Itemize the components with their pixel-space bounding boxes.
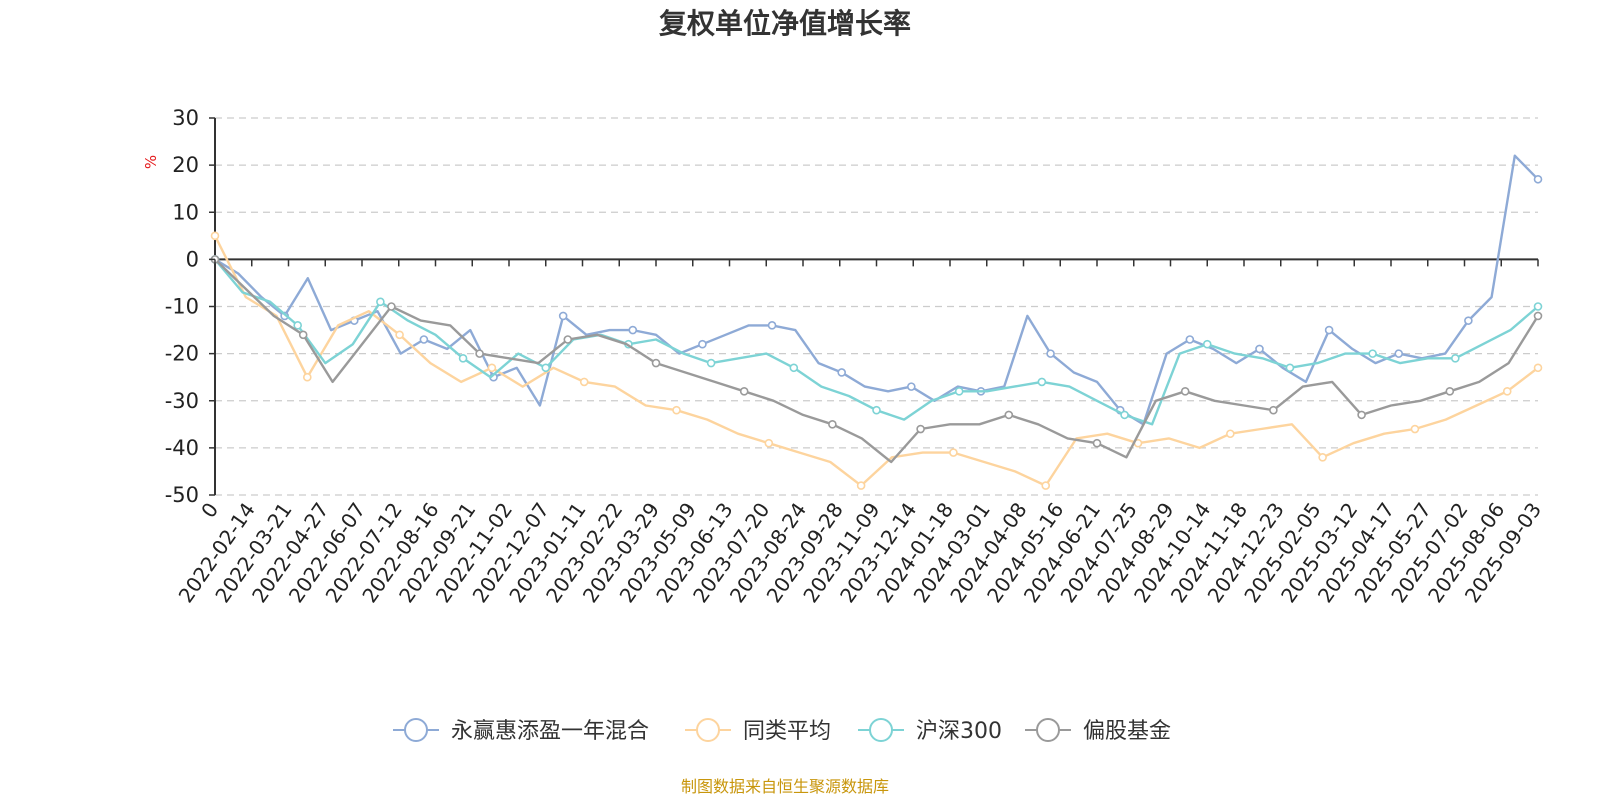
data-point <box>1410 424 1420 434</box>
legend-label: 沪深300 <box>916 719 1002 744</box>
y-tick-label: 10 <box>172 200 199 224</box>
series-line <box>214 258 1539 426</box>
legend-label: 永赢惠添盈一年混合 <box>451 719 649 744</box>
data-point <box>1185 335 1195 344</box>
data-point <box>376 297 385 307</box>
data-point <box>210 231 220 241</box>
data-point <box>954 387 964 396</box>
data-point <box>1533 302 1543 311</box>
data-point <box>1318 452 1327 462</box>
data-point <box>1046 349 1055 358</box>
data-point <box>563 335 573 344</box>
legend-marker <box>696 718 720 742</box>
gridlines <box>215 117 1538 496</box>
y-tick-label: -40 <box>165 436 199 460</box>
data-point <box>1037 377 1047 387</box>
series-lines <box>210 154 1543 490</box>
legend-label: 偏股基金 <box>1083 719 1171 744</box>
data-point <box>672 405 681 415</box>
data-point <box>1533 363 1543 373</box>
data-point <box>651 358 661 368</box>
data-point <box>767 321 777 330</box>
data-point <box>1324 325 1334 335</box>
data-point <box>1092 438 1102 448</box>
data-point <box>698 339 707 349</box>
data-point <box>1041 481 1051 490</box>
data-point <box>458 354 468 363</box>
y-tick-label: 20 <box>172 153 199 177</box>
data-point <box>541 363 551 373</box>
legend: 永赢惠添盈一年混合 同类平均 沪深300 偏股基金 <box>393 718 1171 744</box>
y-axis-ticks: 30 20 10 0 -10 -20 -30 -40 -50 <box>165 106 215 507</box>
data-point <box>1451 354 1460 363</box>
chart-title: 复权单位净值增长率 <box>659 7 911 40</box>
legend-marker <box>404 718 428 742</box>
legend-label: 同类平均 <box>743 719 831 744</box>
x-tick-label: 0 <box>196 498 223 522</box>
series-line <box>214 154 1539 426</box>
data-point <box>907 382 916 391</box>
data-point <box>739 387 749 396</box>
data-point <box>856 481 866 490</box>
x-axis-ticks: 02022-02-142022-03-212022-04-272022-06-0… <box>174 259 1546 607</box>
data-point <box>1502 387 1512 396</box>
data-point <box>298 330 308 340</box>
data-point <box>1004 410 1014 420</box>
data-point <box>387 302 396 311</box>
data-point <box>1226 429 1235 439</box>
data-point <box>1445 387 1455 396</box>
y-tick-label: -20 <box>165 342 199 366</box>
data-point <box>1533 174 1543 184</box>
data-point <box>1533 311 1543 321</box>
data-point <box>949 448 958 457</box>
y-tick-label: -30 <box>165 389 199 413</box>
legend-marker <box>869 718 893 742</box>
data-point <box>828 420 837 429</box>
data-point <box>706 358 716 368</box>
data-point <box>916 424 925 434</box>
y-tick-label: -50 <box>165 483 199 507</box>
series-line <box>213 235 1539 487</box>
data-point <box>1394 349 1404 358</box>
data-point <box>475 349 484 358</box>
series-line <box>214 258 1540 464</box>
data-point <box>395 330 404 340</box>
source-note: 制图数据来自恒生聚源数据库 <box>681 777 889 796</box>
data-point <box>1202 339 1212 349</box>
data-point <box>872 405 881 415</box>
data-point <box>1269 405 1278 415</box>
data-point <box>487 363 497 373</box>
y-unit-label: % <box>142 155 160 169</box>
y-tick-label: 0 <box>186 247 199 271</box>
data-point <box>1285 363 1295 373</box>
data-point <box>419 335 429 344</box>
data-point <box>1357 410 1366 420</box>
data-point <box>1368 349 1377 358</box>
data-point <box>789 363 799 373</box>
y-tick-label: 30 <box>172 106 199 130</box>
data-point <box>1180 387 1190 396</box>
data-point <box>303 372 312 382</box>
data-point <box>558 311 568 321</box>
data-point <box>293 321 302 330</box>
data-point <box>1464 316 1473 325</box>
data-point <box>628 325 638 335</box>
data-point <box>1255 344 1264 354</box>
y-tick-label: -10 <box>165 295 199 319</box>
data-point <box>1120 410 1129 420</box>
data-point <box>837 368 846 377</box>
data-point <box>579 377 589 387</box>
legend-marker <box>1036 718 1060 742</box>
data-point <box>764 438 774 448</box>
